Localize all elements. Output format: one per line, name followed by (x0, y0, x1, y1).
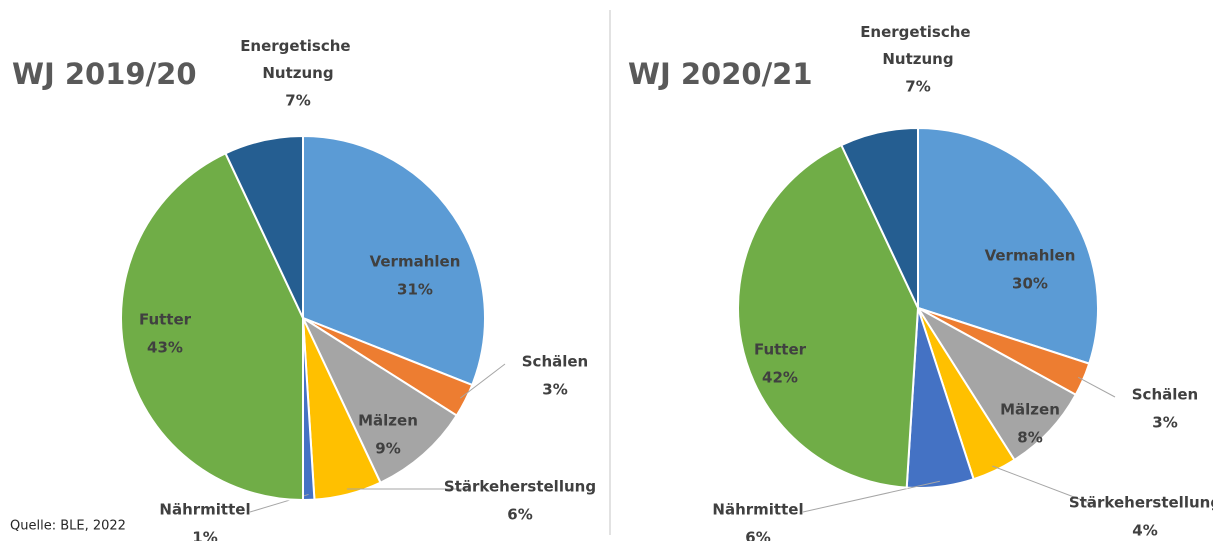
slice-value-label: 30% (1012, 275, 1048, 293)
slice-label: Energetische Nutzung (860, 23, 976, 68)
slice-label: Schälen (522, 353, 589, 371)
slice-label: Mälzen (358, 412, 418, 430)
slice-value-label: 3% (542, 381, 567, 399)
pie-slice (302, 134, 486, 387)
leader-line (992, 465, 1096, 506)
pie-slice (300, 315, 459, 485)
pie-slice (840, 126, 919, 309)
chart-title: WJ 2019/20 (12, 57, 197, 91)
slice-value-label: 7% (905, 78, 930, 96)
slice-value-label: 42% (762, 369, 798, 387)
slice-value-label: 6% (507, 506, 532, 524)
slice-label: Stärkeherstellung (444, 478, 596, 496)
slice-label: Futter (754, 341, 807, 359)
slice-value-label: 31% (397, 281, 433, 299)
pie-slice (737, 143, 920, 489)
slice-label: Stärkeherstellung (1069, 494, 1213, 512)
pie-slice (224, 134, 304, 319)
leader-line (802, 480, 940, 513)
pie-slice (120, 151, 304, 502)
slice-value-label: 8% (1017, 429, 1042, 447)
pie-slice (917, 307, 1078, 462)
slice-label: Vermahlen (985, 247, 1076, 265)
slice-label: Mälzen (1000, 401, 1060, 419)
slice-label: Vermahlen (370, 253, 461, 271)
slice-value-label: 1% (192, 529, 217, 541)
slice-value-label: 43% (147, 339, 183, 357)
slice-label: Nährmittel (712, 501, 803, 519)
slice-value-label: 7% (285, 92, 310, 110)
slice-label: Futter (139, 311, 192, 329)
leader-line (1078, 376, 1116, 398)
leader-line (459, 363, 506, 399)
slice-value-label: 4% (1132, 522, 1157, 540)
slice-value-label: 9% (375, 440, 400, 458)
slice-value-label: 3% (1152, 414, 1177, 432)
slice-label: Nährmittel (159, 501, 250, 519)
chart-title: WJ 2020/21 (628, 57, 813, 91)
slice-label: Energetische Nutzung (240, 37, 356, 82)
source-note: Quelle: BLE, 2022 (10, 519, 126, 534)
slice-value-label: 6% (745, 529, 770, 541)
pie-slice (917, 126, 1099, 365)
slice-label: Schälen (1132, 386, 1199, 404)
